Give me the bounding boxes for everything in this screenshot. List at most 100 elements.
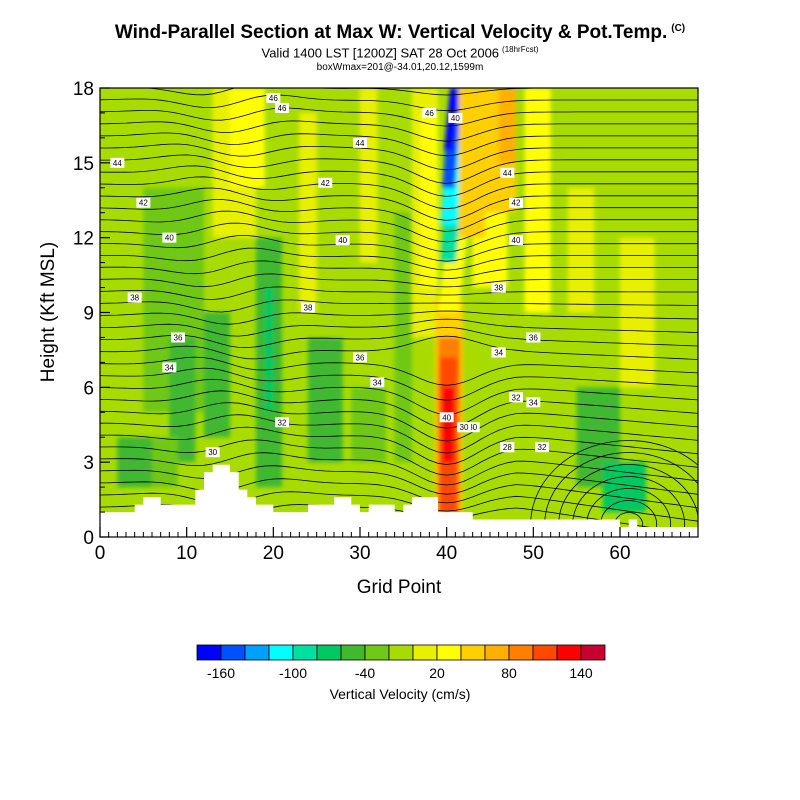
x-axis-label: Grid Point: [357, 577, 442, 598]
svg-text:46: 46: [269, 94, 278, 103]
isentrope-line: [100, 402, 698, 442]
svg-text:34: 34: [494, 348, 503, 357]
x-tick-label: 60: [609, 543, 630, 564]
isentrope-line: [100, 390, 698, 429]
isentrope-label: 32: [275, 417, 289, 428]
isentrope-label: 32: [509, 392, 523, 403]
svg-text:36: 36: [174, 333, 183, 342]
colorbar-tick-label: -100: [279, 665, 307, 681]
velocity-region: [230, 88, 265, 188]
y-tick-label: 12: [73, 229, 94, 250]
svg-text:40: 40: [512, 236, 521, 245]
isentrope-line: [100, 426, 698, 465]
y-tick-label: 9: [83, 304, 94, 325]
isentrope-line: [100, 452, 698, 486]
isentrope-label: 42: [136, 197, 151, 208]
svg-text:46: 46: [425, 109, 434, 118]
isentrope-label: 40: [162, 232, 177, 243]
x-tick-label: 20: [263, 543, 284, 564]
svg-text:40: 40: [338, 236, 347, 245]
vertical-velocity-field: [117, 88, 655, 523]
isentrope-label: 34: [491, 347, 506, 358]
isentrope-line: [100, 318, 698, 337]
isentrope-label: 34: [162, 362, 177, 373]
isentrope-label: 42: [509, 197, 523, 208]
colorbar: -160 -100 -40 20 80 140: [196, 644, 606, 681]
isentrope-line: [100, 273, 698, 288]
isentrope-label: 38: [491, 282, 506, 293]
box-info: boxWmax=201@-34.01,20.12,1599m: [316, 62, 484, 73]
svg-text:44: 44: [113, 159, 122, 168]
velocity-region: [620, 237, 655, 388]
colorbar-swatch: [196, 644, 222, 661]
isentrope-line: [100, 367, 698, 401]
colorbar-swatch: [436, 644, 462, 661]
isentrope-label: 44: [110, 157, 125, 168]
isentrope-label: 34: [526, 397, 541, 408]
colorbar-swatch: [220, 644, 246, 661]
isentrope-label: 28: [500, 442, 515, 453]
isentrope-line: [100, 414, 698, 454]
svg-text:46: 46: [278, 104, 287, 113]
colorbar-swatch: [556, 644, 582, 661]
velocity-region: [594, 137, 612, 338]
isentrope-line: [100, 154, 698, 184]
x-tick-label: 50: [523, 543, 544, 564]
isentrope-line: [100, 235, 698, 262]
isentrope-line: [100, 107, 698, 127]
isentrope-label: 38: [301, 302, 315, 313]
valid-time: Valid 1400 LST [1200Z] SAT 28 Oct 2006: [261, 45, 500, 61]
colorbar-swatch: [340, 644, 366, 661]
chart-subtitle: Valid 1400 LST [1200Z] SAT 28 Oct 2006 (1…: [0, 45, 800, 60]
svg-text:40: 40: [451, 114, 460, 123]
svg-text:30: 30: [208, 448, 217, 457]
velocity-region: [568, 187, 594, 313]
isentrope-line: [100, 94, 698, 112]
colorbar-swatch: [460, 644, 486, 661]
copyright-mark: (C): [671, 22, 686, 34]
colorbar-swatch: [532, 644, 558, 661]
svg-text:30: 30: [460, 423, 469, 432]
isentrope-label: 46: [266, 92, 281, 103]
isentrope-line: [100, 378, 698, 416]
x-tick-label: 10: [176, 543, 197, 564]
svg-text:36: 36: [356, 353, 365, 362]
svg-text:42: 42: [321, 179, 330, 188]
colorbar-swatch: [292, 644, 318, 661]
isentrope-label: 42: [318, 177, 333, 188]
chart-title: Wind-Parallel Section at Max W: Vertical…: [0, 22, 800, 44]
isentrope-label: 38: [127, 292, 142, 303]
isentrope-label: 30: [465, 422, 480, 433]
colorbar-swatch: [580, 644, 606, 661]
isentrope-label: 36: [353, 352, 367, 363]
y-axis: 0 3 6 9 12 15 18: [73, 79, 110, 549]
y-axis-label: Height (Kft MSL): [38, 242, 59, 382]
svg-text:40: 40: [442, 413, 451, 422]
chart-title-text: Wind-Parallel Section at Max W: Vertical…: [114, 22, 668, 43]
colorbar-tick-label: -40: [355, 665, 375, 681]
isentrope-label: 36: [171, 332, 185, 343]
colorbar-swatch: [316, 644, 342, 661]
isentrope-labels: 30 32 34 36 38 40 42 44 46 28 40 32 34 36 38 40 42 44 46 40…: [110, 92, 549, 458]
isentrope-label: 40: [448, 112, 463, 123]
velocity-region: [299, 112, 317, 313]
velocity-region: [498, 88, 516, 163]
isentrope-line: [100, 198, 698, 232]
colorbar-tick-label: 140: [569, 665, 593, 681]
isentrope-line: [100, 310, 698, 325]
svg-text:44: 44: [503, 169, 512, 178]
x-tick-label: 30: [349, 543, 370, 564]
velocity-region: [117, 437, 152, 488]
velocity-region: [360, 88, 378, 263]
velocity-core: [442, 387, 455, 463]
isentrope-label: 36: [526, 332, 541, 343]
x-tick-label: 0: [95, 543, 106, 564]
isentrope-line: [100, 335, 698, 360]
svg-text:38: 38: [130, 294, 139, 303]
isentrope-label: 44: [353, 137, 367, 148]
updraft-flank: [458, 88, 486, 238]
isentrope-line: [100, 210, 698, 243]
isentrope-label: 44: [500, 167, 515, 178]
